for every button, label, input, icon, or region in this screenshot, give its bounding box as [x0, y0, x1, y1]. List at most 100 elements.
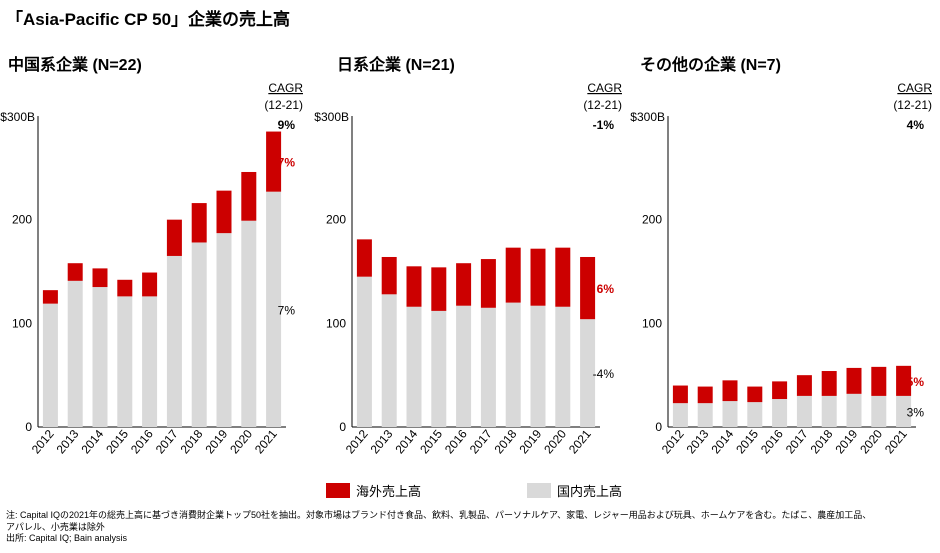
- legend-swatch-overseas: [326, 483, 350, 498]
- bar-overseas-2014: [722, 380, 738, 402]
- bar-overseas-2015: [431, 267, 447, 311]
- bar-overseas-2020: [871, 366, 887, 396]
- cagr-period: (12-21): [264, 98, 303, 112]
- cagr-domestic: 3%: [907, 405, 925, 419]
- bar-domestic-2017: [480, 307, 496, 427]
- y-tick-label: 0: [655, 420, 662, 434]
- bar-domestic-2018: [191, 242, 207, 427]
- cagr-domestic: 7%: [278, 303, 296, 317]
- footnote-source: 出所: Capital IQ; Bain analysis: [6, 533, 128, 543]
- cagr-header: CAGR: [897, 81, 932, 95]
- bar-overseas-2018: [821, 371, 837, 396]
- y-tick-label: 100: [12, 316, 32, 330]
- y-tick-label: 0: [339, 420, 346, 434]
- bar-domestic-2021: [896, 395, 912, 427]
- y-tick-label: 200: [326, 213, 346, 227]
- bar-overseas-2019: [530, 248, 546, 306]
- bar-domestic-2013: [697, 403, 713, 427]
- y-tick-label: 200: [12, 213, 32, 227]
- bar-overseas-2016: [456, 263, 472, 306]
- bar-overseas-2021: [896, 365, 912, 396]
- cagr-overseas: 6%: [597, 282, 615, 296]
- bar-domestic-2016: [142, 296, 158, 427]
- x-tick-label: 2013: [684, 427, 712, 457]
- x-tick-label: 2021: [252, 427, 280, 457]
- bar-domestic-2013: [67, 280, 83, 427]
- bar-overseas-2012: [42, 290, 58, 304]
- cagr-overseas: 17%: [271, 156, 295, 170]
- bar-domestic-2012: [356, 276, 372, 427]
- x-tick-label: 2020: [857, 427, 885, 457]
- x-tick-label: 2015: [417, 427, 445, 457]
- bar-domestic-2014: [722, 401, 738, 427]
- x-tick-label: 2020: [541, 427, 569, 457]
- x-tick-label: 2017: [467, 427, 495, 457]
- legend-item-domestic: 国内売上高: [527, 481, 622, 500]
- bar-overseas-2019: [216, 190, 232, 234]
- chart-panel-other-companies: その他の企業 (N=7) $300B 0 100 200 2012201320142015…: [630, 55, 932, 456]
- bar-overseas-2013: [67, 263, 83, 281]
- x-tick-label: 2020: [227, 427, 255, 457]
- footnote-line-1: 注: Capital IQの2021年の総売上高に基づき消費財企業トップ50社を…: [6, 510, 872, 520]
- bar-domestic-2017: [796, 395, 812, 427]
- x-tick-label: 2016: [758, 427, 786, 457]
- y-tick-label: 100: [326, 316, 346, 330]
- x-tick-label: 2019: [202, 427, 230, 457]
- cagr-total: 4%: [907, 118, 925, 132]
- bar-overseas-2017: [480, 259, 496, 308]
- bar-overseas-2014: [406, 266, 422, 307]
- bar-overseas-2016: [772, 381, 788, 400]
- bar-domestic-2015: [747, 402, 763, 427]
- x-tick-label: 2014: [392, 427, 420, 457]
- bar-domestic-2021: [580, 319, 596, 427]
- bar-overseas-2021: [266, 131, 282, 192]
- x-tick-label: 2013: [368, 427, 396, 457]
- y-axis-unit-label: $300B: [314, 110, 349, 124]
- x-tick-label: 2013: [54, 427, 82, 457]
- legend-label-domestic: 国内売上高: [557, 484, 623, 499]
- x-tick-label: 2015: [103, 427, 131, 457]
- y-axis-unit-label: $300B: [0, 110, 35, 124]
- bar-domestic-2014: [92, 287, 108, 427]
- legend-swatch-domestic: [527, 483, 551, 498]
- x-tick-label: 2018: [492, 427, 520, 457]
- bar-domestic-2013: [381, 294, 397, 427]
- bar-domestic-2015: [117, 296, 133, 427]
- legend-item-overseas: 海外売上高: [326, 481, 421, 500]
- bar-domestic-2014: [406, 306, 422, 427]
- x-tick-label: 2012: [659, 427, 687, 457]
- bar-domestic-2015: [431, 310, 447, 427]
- x-tick-label: 2018: [808, 427, 836, 457]
- x-tick-label: 2017: [153, 427, 181, 457]
- x-tick-label: 2012: [343, 427, 371, 457]
- x-tick-label: 2014: [708, 427, 736, 457]
- x-tick-label: 2019: [516, 427, 544, 457]
- chart-title: 中国系企業 (N=22): [8, 55, 142, 74]
- bar-domestic-2019: [530, 305, 546, 427]
- cagr-domestic: -4%: [593, 367, 615, 381]
- y-axis-unit-label: $300B: [630, 110, 665, 124]
- bar-overseas-2020: [555, 247, 571, 307]
- bar-overseas-2021: [580, 256, 596, 320]
- bar-domestic-2016: [772, 399, 788, 427]
- bar-overseas-2012: [672, 385, 688, 404]
- bar-overseas-2018: [505, 247, 521, 303]
- x-tick-label: 2014: [78, 427, 106, 457]
- cagr-total: -1%: [593, 118, 615, 132]
- bar-overseas-2014: [92, 268, 108, 288]
- bar-overseas-2019: [846, 367, 862, 394]
- bar-domestic-2012: [672, 403, 688, 427]
- cagr-period: (12-21): [893, 98, 932, 112]
- footnotes: 注: Capital IQの2021年の総売上高に基づき消費財企業トップ50社を…: [6, 510, 871, 545]
- bar-overseas-2020: [241, 171, 257, 221]
- footnote-line-2: アパレル、小売業は除外: [6, 521, 105, 532]
- bar-domestic-2018: [821, 395, 837, 427]
- bar-domestic-2018: [505, 302, 521, 427]
- bar-overseas-2017: [796, 375, 812, 396]
- bar-overseas-2013: [697, 386, 713, 404]
- bar-overseas-2017: [166, 219, 182, 256]
- bar-domestic-2020: [871, 395, 887, 427]
- bar-domestic-2012: [42, 303, 58, 427]
- chart-title: 日系企業 (N=21): [337, 55, 455, 74]
